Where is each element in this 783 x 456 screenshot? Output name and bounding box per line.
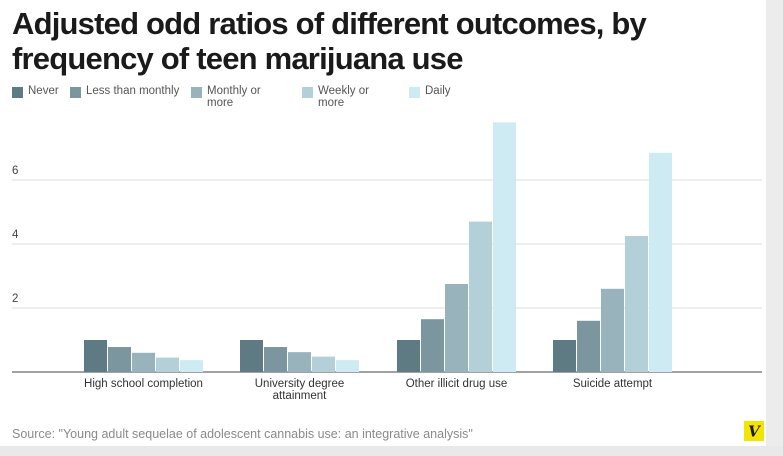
legend-label-daily: Daily xyxy=(425,85,451,97)
bar xyxy=(493,122,516,373)
legend-label-weekly-or-more: Weekly or more xyxy=(318,85,369,109)
legend-item-never: Never xyxy=(12,85,59,98)
bar xyxy=(156,357,179,372)
bar xyxy=(312,356,335,372)
x-category-label: Other illicit drug use xyxy=(406,378,508,390)
legend-label-line: more xyxy=(318,97,345,109)
bar xyxy=(264,347,287,372)
x-category-label: University degree xyxy=(255,378,344,390)
legend-label-line: Less than monthly xyxy=(86,85,180,97)
legend-label-monthly-or-more: Monthly or more xyxy=(207,85,261,109)
legend-label-less-than-monthly: Less than monthly xyxy=(86,85,179,97)
bar xyxy=(553,340,576,372)
bar xyxy=(421,319,444,372)
bar-chart: 2 4 6 High school completion University degr… xyxy=(12,122,762,402)
bar xyxy=(625,236,648,372)
bar xyxy=(649,152,672,372)
bar xyxy=(288,352,311,372)
chart-legend: Never Less than monthly Monthly or more … xyxy=(12,85,752,115)
x-category-label: Suicide attempt xyxy=(573,378,653,390)
bar xyxy=(108,347,131,372)
y-tick-label: 2 xyxy=(12,293,18,305)
legend-item-weekly-or-more: Weekly or more xyxy=(302,85,369,109)
bar xyxy=(84,340,107,372)
bar xyxy=(445,284,468,372)
legend-label-line: Never xyxy=(28,85,59,97)
legend-item-less-than-monthly: Less than monthly xyxy=(70,85,179,98)
page-edge-right xyxy=(766,0,783,456)
legend-label-line: more xyxy=(207,97,234,109)
legend-swatch-monthly-or-more xyxy=(191,87,202,98)
page-edge-bottom xyxy=(0,446,783,456)
legend-label-never: Never xyxy=(28,85,59,97)
legend-swatch-weekly-or-more xyxy=(302,87,313,98)
logo-mark-icon: V xyxy=(748,423,761,439)
x-category-label: High school completion xyxy=(84,378,203,390)
bar xyxy=(577,320,600,372)
y-tick-label: 6 xyxy=(12,165,18,177)
legend-swatch-never xyxy=(12,87,23,98)
svg-text:V: V xyxy=(748,423,761,439)
chart-title: Adjusted odd ratios of different outcome… xyxy=(12,6,647,76)
bar xyxy=(397,340,420,372)
bar xyxy=(180,360,203,372)
y-tick-label: 4 xyxy=(12,229,19,241)
legend-label-line: Monthly or xyxy=(207,85,261,97)
legend-label-line: Weekly or xyxy=(318,85,369,97)
source-note: Source: "Young adult sequelae of adolesc… xyxy=(12,427,473,441)
bar xyxy=(132,352,155,372)
legend-item-daily: Daily xyxy=(409,85,451,98)
bar xyxy=(240,340,263,372)
bar xyxy=(336,360,359,372)
legend-swatch-daily xyxy=(409,87,420,98)
legend-label-line: Daily xyxy=(425,85,451,97)
x-category-label: attainment xyxy=(273,390,328,402)
bar xyxy=(469,221,492,372)
legend-item-monthly-or-more: Monthly or more xyxy=(191,85,261,109)
vox-logo: V xyxy=(744,421,764,441)
bar xyxy=(601,288,624,372)
legend-swatch-less-than-monthly xyxy=(70,87,81,98)
